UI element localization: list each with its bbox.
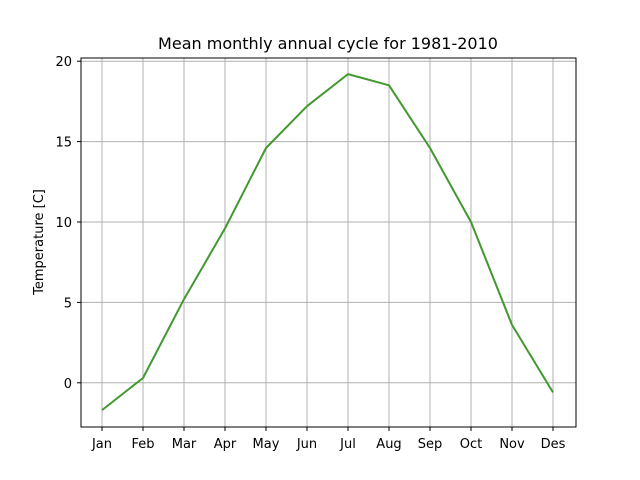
x-tick-label: Mar	[172, 437, 197, 452]
x-tick-label: Jul	[339, 437, 356, 452]
chart-title: Mean monthly annual cycle for 1981-2010	[158, 34, 498, 53]
temperature-series-line	[101, 73, 554, 411]
y-tick-label: 20	[55, 55, 72, 70]
grid	[81, 58, 576, 427]
plot-lines	[101, 73, 554, 411]
x-tick-label: Des	[541, 437, 566, 452]
y-axis-label: Temperature [C]	[32, 189, 47, 296]
x-tick-label: Jun	[296, 437, 317, 452]
x-tick-label: Sep	[418, 437, 443, 452]
y-tick-label: 15	[55, 136, 72, 151]
y-tick-label: 10	[55, 216, 72, 231]
y-tick-label: 0	[64, 377, 72, 392]
x-tick-label: Jan	[91, 437, 112, 452]
x-tick-label: Oct	[460, 437, 482, 452]
x-tick-label: Nov	[499, 437, 525, 452]
x-tick-label: Aug	[376, 437, 401, 452]
y-tick-label: 5	[64, 296, 72, 311]
plot-frame	[80, 57, 577, 428]
axis-ticks: Jan Feb Mar Apr May Jun Jul Aug Sep Oct Nov Des 0 5 10…	[55, 55, 565, 452]
x-tick-label: Apr	[214, 437, 237, 452]
x-tick-label: Feb	[131, 437, 154, 452]
x-tick-label: May	[253, 437, 280, 452]
